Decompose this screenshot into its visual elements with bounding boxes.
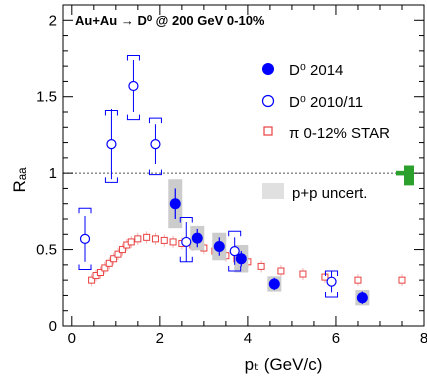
d2014-point: [169, 198, 181, 210]
d2010-point: [128, 80, 139, 92]
d2014-point: [191, 232, 203, 244]
pion-point: [114, 250, 122, 258]
pion-point: [257, 262, 265, 270]
pion-point: [143, 233, 151, 241]
legend-marker-d2010: [261, 94, 275, 108]
d2010-point: [326, 276, 337, 287]
y-tick-label: 2: [49, 12, 57, 29]
d2010-sys-bracket-bottom: [325, 291, 339, 298]
y-axis-label: Rₐₐ: [10, 167, 29, 193]
d2010-sys-bracket-bottom: [228, 265, 242, 272]
d2010-sys-bracket-top: [104, 109, 118, 116]
legend-marker-d2014: [262, 63, 274, 75]
d2010-sys-bracket-top: [325, 270, 339, 276]
d2010-sys-bracket-top: [179, 216, 193, 223]
pion-point: [321, 273, 329, 281]
legend-label-pion: π 0-12% STAR: [289, 125, 390, 142]
x-tick-label: 6: [332, 330, 340, 347]
y-tick-label: 0: [49, 318, 57, 335]
pion-point: [277, 267, 285, 275]
legend-pp-uncert-box: [262, 183, 284, 199]
pion-point: [134, 235, 142, 243]
pion-point: [127, 238, 135, 246]
d2010-point: [150, 139, 161, 150]
global-uncert-box-wide: [404, 165, 414, 186]
legend-label-pp-uncert: p+p uncert.: [292, 185, 367, 202]
d2010-sys-bracket-bottom: [78, 264, 92, 270]
legend-marker-pion: [263, 126, 273, 136]
x-axis-label: pₜ (GeV/c): [245, 355, 323, 374]
x-tick-label: 8: [420, 330, 427, 347]
legend-label-d2010: D⁰ 2010/11: [289, 94, 363, 111]
d2010-point: [79, 233, 91, 244]
d2014-point: [356, 292, 368, 304]
plot-frame: [62, 4, 425, 327]
pion-point: [299, 270, 307, 278]
y-tick-label: 1.5: [36, 89, 57, 106]
d2010-sys-bracket-bottom: [104, 177, 118, 183]
pion-point: [160, 236, 168, 244]
pion-point: [398, 276, 406, 284]
pion-point: [151, 235, 159, 243]
x-tick-label: 2: [156, 330, 164, 347]
pion-point: [169, 238, 177, 246]
global-uncert-box-narrow: [396, 170, 406, 176]
d2010-point: [181, 236, 192, 248]
d2010-sys-bracket-bottom: [148, 169, 162, 176]
pion-point: [110, 255, 118, 263]
d2010-sys-bracket-top: [126, 54, 140, 61]
d2010-sys-bracket-bottom: [126, 114, 140, 121]
d2014-point: [268, 278, 280, 290]
pion-point: [101, 264, 109, 272]
chart-title: Au+Au → D⁰ @ 200 GeV 0-10%: [75, 13, 265, 28]
d2010-sys-bracket-top: [148, 117, 162, 124]
legend: D⁰ 2014 D⁰ 2010/11 π 0-12% STAR p+p unce…: [261, 62, 390, 202]
d2010-sys-bracket-top: [78, 207, 92, 214]
pion-point: [105, 259, 113, 267]
d2010-point: [229, 246, 240, 257]
pion-point: [96, 269, 104, 276]
d2010-sys-bracket-bottom: [179, 256, 193, 263]
d2014-point: [235, 253, 247, 265]
x-tick-label: 0: [68, 330, 76, 347]
d2014-point: [213, 241, 225, 253]
x-tick-label: 4: [244, 330, 252, 347]
legend-label-d2014: D⁰ 2014: [289, 62, 343, 79]
y-tick-label: 0.5: [36, 242, 57, 259]
d2010-sys-bracket-top: [228, 230, 242, 237]
d2010-point: [106, 139, 117, 150]
pion-point: [118, 246, 126, 254]
pion-point: [354, 276, 362, 284]
pion-point: [88, 276, 96, 284]
y-tick-label: 1: [49, 165, 57, 182]
